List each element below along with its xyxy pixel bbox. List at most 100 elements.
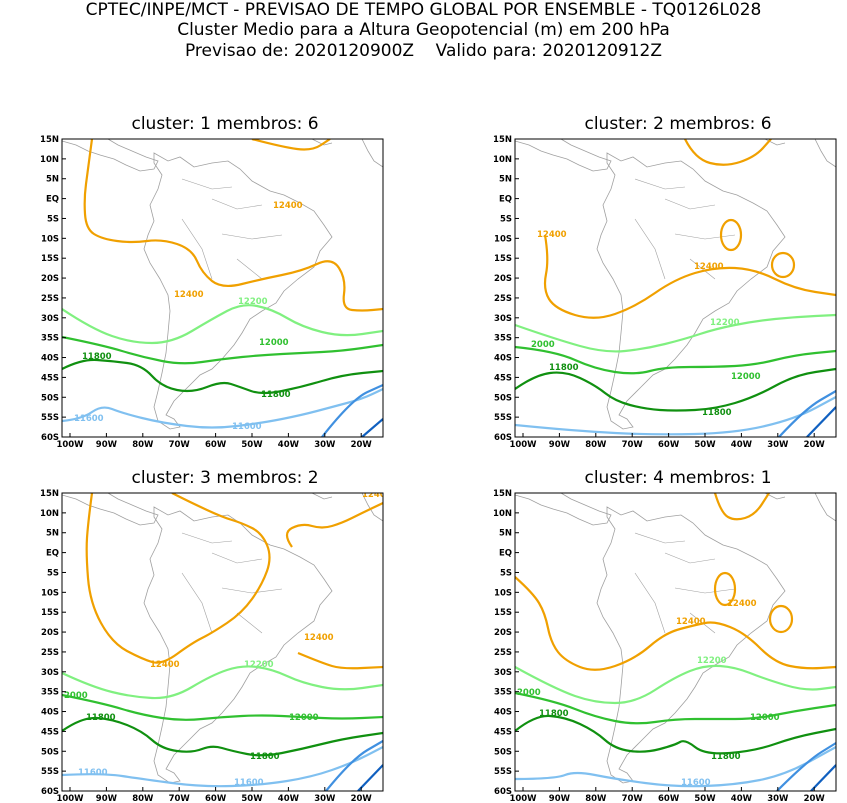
lat-label: 60S: [494, 787, 512, 797]
island-coastline: [311, 493, 333, 500]
contour-line: [85, 493, 271, 664]
lat-label: 20S: [494, 274, 512, 284]
lat-label: EQ: [499, 195, 512, 205]
africa-coastline: [361, 493, 383, 522]
contour-loop: [770, 251, 796, 279]
lon-label: 40W: [731, 794, 753, 803]
lat-label: 20S: [41, 628, 59, 638]
lon-label: 100W: [509, 794, 537, 803]
contour-label: 12400: [537, 230, 567, 240]
panel-title-4: cluster: 4 membros: 1: [584, 468, 772, 488]
country-border: [664, 552, 716, 564]
contour-label: 12400: [273, 201, 303, 211]
lat-label: 25S: [494, 648, 512, 658]
lon-label: 50W: [694, 794, 716, 803]
contour-line: [515, 746, 836, 788]
lat-label: 10N: [493, 509, 512, 519]
header-line-1: CPTEC/INPE/MCT - PREVISAO DE TEMPO GLOBA…: [85, 0, 762, 20]
lat-label: 10N: [493, 155, 512, 165]
contour-loop: [768, 604, 794, 634]
lat-label: 45S: [494, 727, 512, 737]
lat-label: EQ: [46, 195, 59, 205]
lat-label: 25S: [41, 294, 59, 304]
lat-label: 45S: [494, 373, 512, 383]
lon-label: 90W: [549, 794, 571, 803]
contour-line: [251, 139, 331, 151]
contour-label: 12400: [727, 599, 757, 609]
lat-label: 30S: [41, 668, 59, 678]
contour-line: [806, 406, 836, 437]
contour-label: 2000: [531, 340, 555, 350]
contour-label: 12400: [150, 660, 180, 670]
contour-label: 12200: [697, 656, 727, 666]
contour-label: 11800: [261, 390, 291, 400]
lon-label: 20W: [804, 440, 826, 450]
map-panel-3: 12400 12400 12400 12200 2000 12000 11800 11800 1…: [40, 489, 384, 803]
lat-label: 40S: [494, 354, 512, 364]
lat-label: 5S: [47, 568, 59, 578]
lat-label: 20S: [494, 628, 512, 638]
lat-label: 55S: [494, 413, 512, 423]
country-border: [181, 532, 233, 544]
lon-label: 60W: [205, 440, 227, 450]
contour-line: [297, 651, 383, 670]
contour-line: [515, 691, 836, 725]
map-panel-4: 1240012400122002000120001180011800116001…: [493, 489, 837, 803]
country-border: [664, 198, 716, 210]
lat-label: 50S: [494, 747, 512, 757]
lon-label: 80W: [585, 440, 607, 450]
lat-label: 50S: [41, 393, 59, 403]
contour-line: [357, 764, 383, 791]
lat-label: 50S: [41, 747, 59, 757]
contour-line: [62, 693, 383, 721]
lat-label: 5S: [500, 568, 512, 578]
contour-label: 11600: [74, 414, 104, 424]
country-border: [211, 552, 263, 564]
south-america-coastline: [596, 506, 786, 784]
lon-label: 20W: [804, 794, 826, 803]
lat-label: 10N: [40, 155, 59, 165]
contour-label: 12400: [694, 262, 724, 272]
lat-label: 30S: [41, 314, 59, 324]
contour-line: [684, 139, 772, 166]
country-border: [634, 532, 686, 544]
lat-label: 15S: [41, 608, 59, 618]
lon-label: 60W: [658, 440, 680, 450]
lat-label: 25S: [41, 648, 59, 658]
lat-label: EQ: [46, 549, 59, 559]
lat-label: 35S: [41, 334, 59, 344]
contour-label: 12000: [750, 713, 780, 723]
lon-label: 70W: [169, 440, 191, 450]
lat-label: 10S: [494, 588, 512, 598]
contour-line: [515, 345, 836, 375]
contour-line: [776, 742, 836, 791]
country-border: [181, 218, 213, 280]
contour-label: 11800: [549, 363, 579, 373]
africa-coastline: [361, 139, 383, 168]
central-america-coastline: [515, 493, 612, 526]
lon-label: 70W: [622, 440, 644, 450]
lat-label: 10S: [41, 588, 59, 598]
header-line-2: Cluster Medio para a Altura Geopotencial…: [177, 20, 670, 40]
country-border: [181, 572, 213, 634]
lat-label: 15S: [41, 254, 59, 264]
contour-label: 12200: [710, 318, 740, 328]
contour-line: [515, 396, 836, 436]
lon-label: 70W: [622, 794, 644, 803]
contour-line: [62, 388, 383, 429]
lat-label: 60S: [494, 433, 512, 443]
map-content: 12400 12400 12200 12000 11800 11800 11600 11600: [62, 139, 383, 437]
lat-label: 5N: [46, 175, 59, 185]
lat-label: 15N: [493, 489, 512, 499]
lon-label: 50W: [694, 440, 716, 450]
country-border: [674, 587, 736, 594]
lon-label: 50W: [241, 440, 263, 450]
contour-line: [83, 139, 383, 312]
map-frame: [514, 492, 837, 792]
lat-label: 60S: [41, 433, 59, 443]
contour-label: 12000: [731, 372, 761, 382]
lon-label: 100W: [56, 794, 84, 803]
lon-label: 80W: [132, 794, 154, 803]
contour-label: 2000: [517, 688, 541, 698]
south-america-coastline: [143, 506, 333, 784]
